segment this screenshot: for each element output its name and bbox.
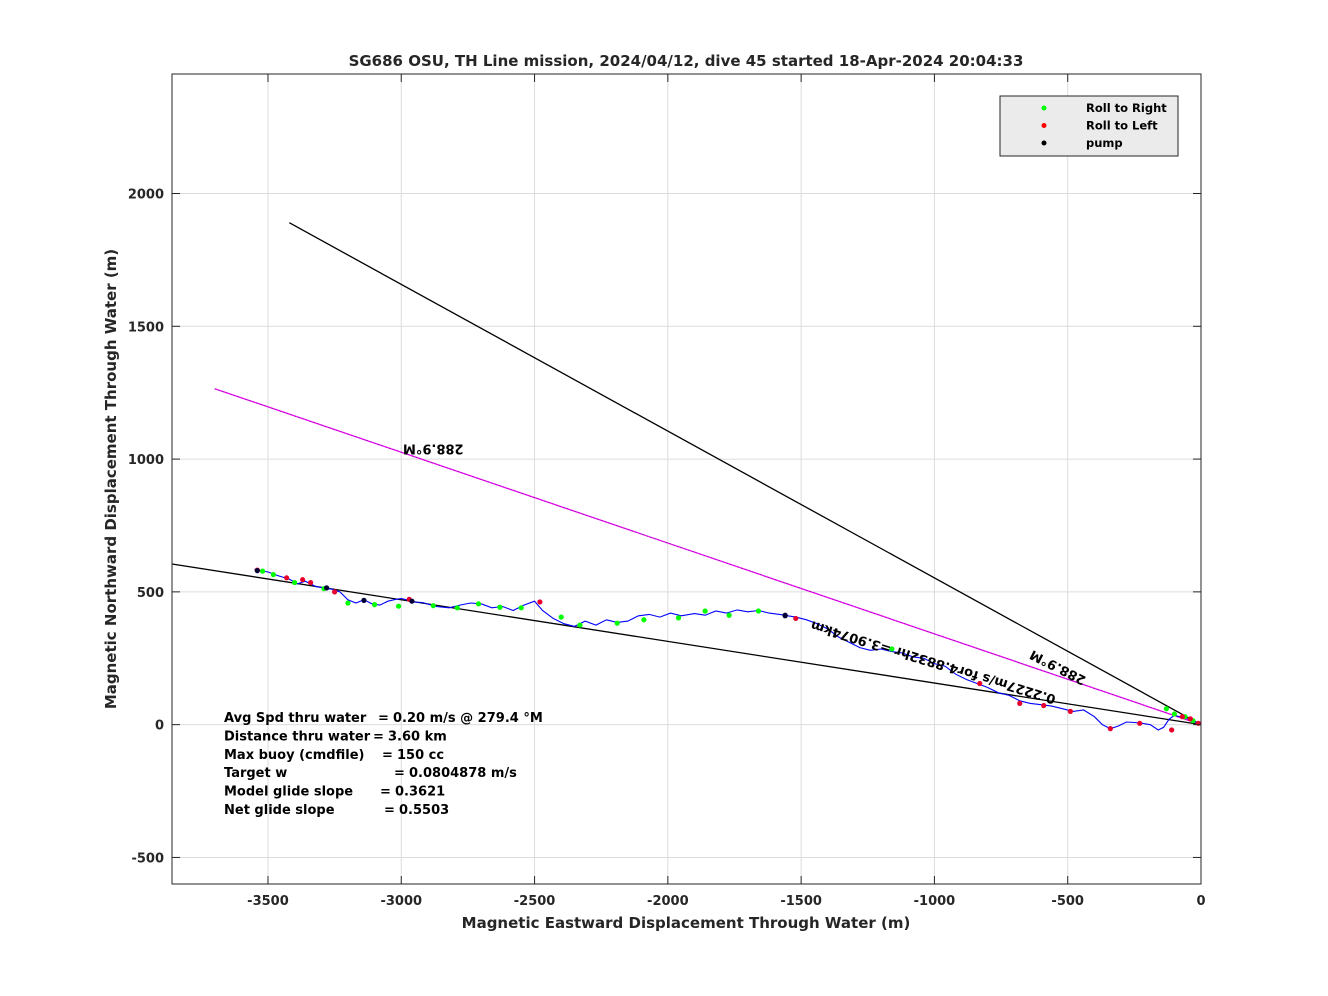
marker-left xyxy=(300,577,306,583)
marker-right xyxy=(372,602,378,608)
marker-right xyxy=(558,614,564,620)
marker-left xyxy=(1041,702,1047,709)
stat-label: Distance thru water xyxy=(224,729,371,744)
marker-layer xyxy=(254,567,1201,733)
legend-marker xyxy=(1041,105,1047,111)
marker-right xyxy=(270,572,276,578)
marker-right xyxy=(454,605,460,611)
marker-left xyxy=(1067,708,1073,714)
stat-separator: = xyxy=(378,711,389,726)
marker-right xyxy=(497,604,503,610)
marker-right xyxy=(577,622,583,628)
stat-separator: = xyxy=(380,785,391,800)
marker-pump xyxy=(324,585,330,591)
stat-separator: = xyxy=(373,729,384,744)
x-tick-label: -500 xyxy=(1051,894,1084,909)
y-axis-label: Magnetic Northward Displacement Through … xyxy=(102,249,120,709)
y-tick-label: 1000 xyxy=(128,453,164,468)
x-axis-label: Magnetic Eastward Displacement Through W… xyxy=(462,914,911,932)
stat-value: 0.0804878 m/s xyxy=(409,766,517,781)
marker-right xyxy=(889,646,895,652)
stat-value: 150 cc xyxy=(397,748,444,763)
stat-label: Net glide slope xyxy=(224,803,335,818)
marker-left xyxy=(1107,726,1113,732)
marker-right xyxy=(430,603,436,609)
marker-right xyxy=(755,608,762,614)
stat-separator: = xyxy=(382,748,393,763)
marker-right xyxy=(702,608,708,614)
reference-lines xyxy=(171,222,1202,726)
marker-left xyxy=(1187,716,1193,722)
legend-label: Roll to Right xyxy=(1086,101,1167,115)
stat-label: Model glide slope xyxy=(224,785,353,800)
marker-right xyxy=(1171,711,1177,717)
reference-line xyxy=(288,222,1202,726)
marker-right xyxy=(292,579,298,586)
legend-marker xyxy=(1041,140,1047,146)
stat-value: 0.5503 xyxy=(399,803,449,818)
tick-layer: -3500 -3000 -2500 -2000 -1500 -1000 -500 0 -500 0… xyxy=(128,74,1206,909)
marker-right xyxy=(260,568,266,574)
angle-annotation: 288.9°M xyxy=(403,440,464,455)
stat-value: 0.3621 xyxy=(395,785,445,800)
x-tick-label: -3000 xyxy=(380,894,422,909)
x-tick-label: -2000 xyxy=(647,894,689,909)
marker-pump xyxy=(361,597,367,603)
x-tick-label: -1500 xyxy=(780,894,822,909)
marker-right xyxy=(675,615,682,621)
marker-left xyxy=(284,575,290,581)
marker-pump xyxy=(254,568,260,574)
stat-separator: = xyxy=(384,803,395,818)
marker-right xyxy=(395,603,402,609)
stat-separator: = xyxy=(394,766,405,781)
marker-left xyxy=(793,615,799,622)
x-tick-label: -1000 xyxy=(914,894,956,909)
x-tick-label: -3500 xyxy=(247,894,289,909)
marker-pump xyxy=(782,612,788,618)
plot-frame xyxy=(172,74,1201,884)
stats-block: Avg Spd thru water = 0.20 m/s @ 279.4 °M Di… xyxy=(224,711,543,818)
marker-right xyxy=(518,605,524,611)
marker-left xyxy=(1137,720,1143,726)
marker-right xyxy=(475,601,482,607)
marker-right xyxy=(614,620,620,626)
x-tick-label: 0 xyxy=(1196,894,1205,909)
reference-line-overlay xyxy=(214,388,1202,725)
plot-border xyxy=(171,73,1202,885)
x-tick-label: -2500 xyxy=(514,894,556,909)
stat-label: Max buoy (cmdfile) xyxy=(224,748,364,763)
track-line xyxy=(254,568,1202,731)
marker-left xyxy=(537,599,543,605)
y-tick-label: 1500 xyxy=(128,320,164,335)
reference-line xyxy=(171,563,1202,726)
legend-label: Roll to Left xyxy=(1086,119,1158,133)
legend-label: pump xyxy=(1086,136,1123,150)
marker-right xyxy=(726,612,732,618)
legend-marker xyxy=(1041,123,1047,128)
marker-left xyxy=(1017,700,1023,707)
stat-value: 3.60 km xyxy=(388,729,447,744)
stat-label: Target w xyxy=(224,766,287,781)
marker-pump xyxy=(409,598,415,604)
stat-label: Avg Spd thru water xyxy=(224,711,367,726)
chart-title: SG686 OSU, TH Line mission, 2024/04/12, … xyxy=(349,52,1024,70)
marker-left xyxy=(1169,727,1175,733)
marker-right xyxy=(345,600,351,606)
y-tick-label: 500 xyxy=(137,586,164,601)
marker-left xyxy=(1179,714,1185,720)
y-tick-label: 2000 xyxy=(128,188,164,203)
y-tick-label: -500 xyxy=(131,851,164,866)
marker-right xyxy=(641,617,647,623)
stat-value: 0.20 m/s @ 279.4 °M xyxy=(393,711,543,726)
y-tick-label: 0 xyxy=(155,719,164,734)
marker-left xyxy=(332,589,338,595)
marker-left xyxy=(977,680,983,687)
marker-right xyxy=(1163,706,1169,712)
legend-box xyxy=(999,95,1179,157)
legend: Roll to Right Roll to Left pump xyxy=(999,95,1179,157)
marker-left xyxy=(308,579,314,586)
track-layer xyxy=(254,568,1202,731)
